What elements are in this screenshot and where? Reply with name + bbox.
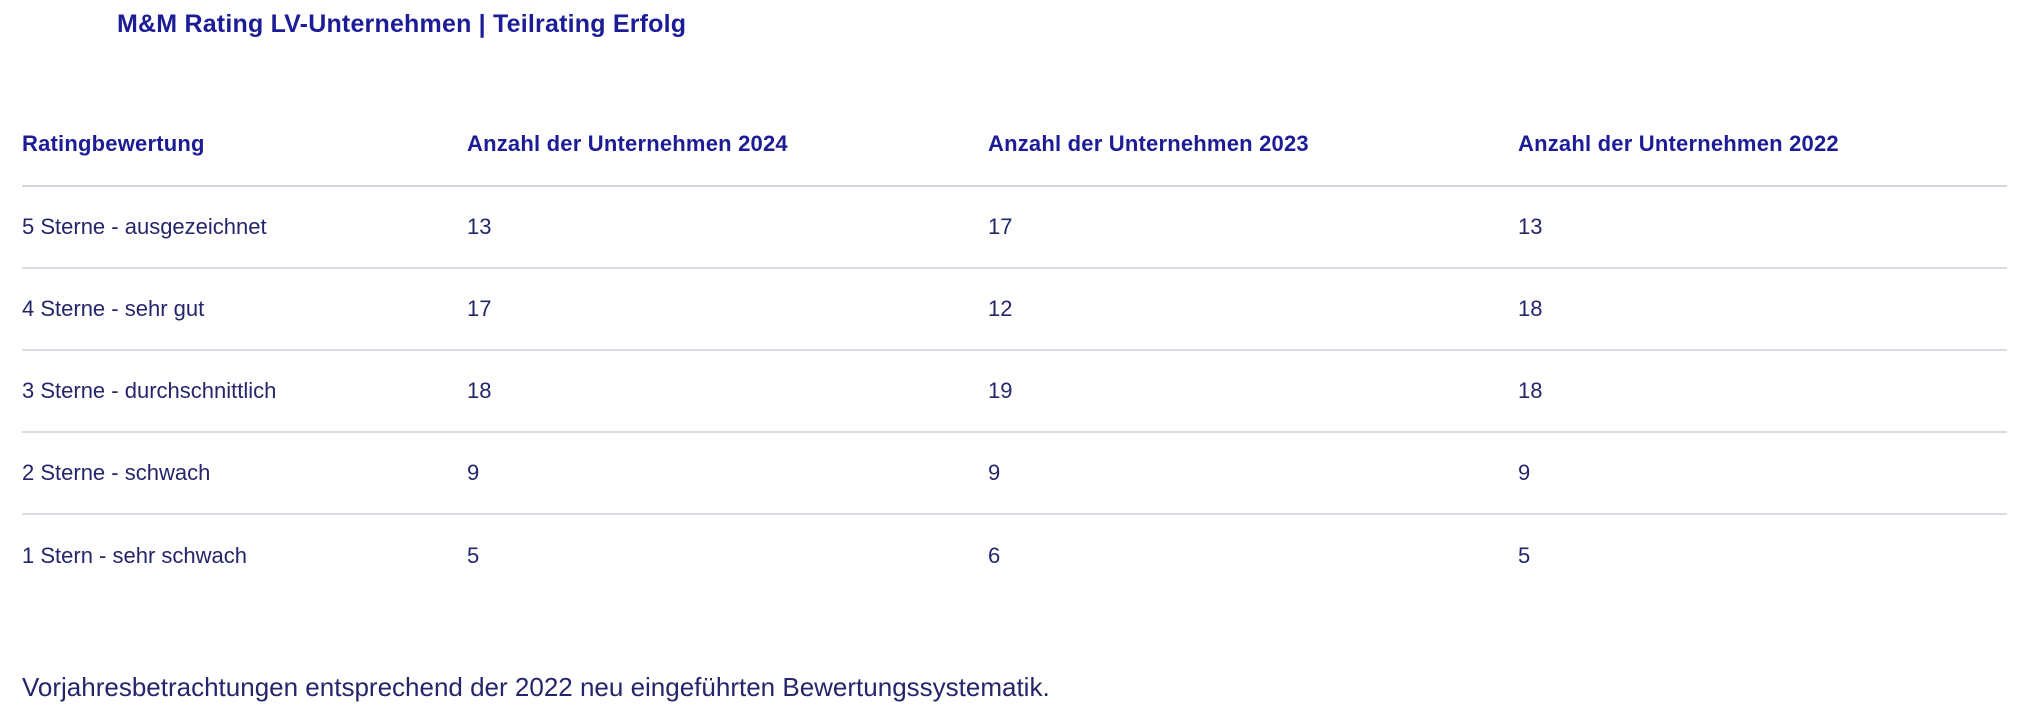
table-row: 5 Sterne - ausgezeichnet 13 17 13 [22, 186, 2007, 269]
footnote: Vorjahresbetrachtungen entsprechend der … [22, 672, 1050, 702]
column-header-anzahl-2023: Anzahl der Unternehmen 2023 [988, 102, 1518, 187]
value-2023: 9 [988, 432, 1518, 515]
table-row: 2 Sterne - schwach 9 9 9 [22, 432, 2007, 515]
value-2024: 18 [467, 350, 988, 433]
value-2022: 13 [1518, 186, 2007, 269]
table-header-row: Ratingbewertung Anzahl der Unternehmen 2… [22, 102, 2007, 187]
value-2024: 5 [467, 542, 480, 568]
table-row: 4 Sterne - sehr gut 17 12 18 [22, 268, 2007, 351]
column-header-ratingbewertung: Ratingbewertung [22, 102, 467, 187]
value-2024: 9 [467, 432, 988, 515]
rating-label: 2 Sterne - schwach [22, 432, 467, 515]
column-header-anzahl-2022: Anzahl der Unternehmen 2022 [1518, 102, 2007, 187]
value-2024: 17 [467, 268, 988, 351]
value-2022: 5 [1518, 542, 1531, 568]
value-2022: 9 [1518, 432, 2007, 515]
rating-label: 5 Sterne - ausgezeichnet [22, 186, 467, 269]
value-2022: 18 [1518, 350, 2007, 433]
table-row: 3 Sterne - durchschnittlich 18 19 18 [22, 350, 2007, 433]
rating-table: Ratingbewertung Anzahl der Unternehmen 2… [22, 102, 2007, 596]
value-2023: 6 [988, 542, 1001, 568]
rating-label: 3 Sterne - durchschnittlich [22, 350, 467, 433]
page-title: M&M Rating LV-Unternehmen | Teilrating E… [117, 10, 687, 38]
table-row: 1 Stern - sehr schwach 5 6 5 [22, 514, 2007, 596]
value-2023: 17 [988, 186, 1518, 269]
column-header-anzahl-2024: Anzahl der Unternehmen 2024 [467, 102, 988, 187]
value-2024: 13 [467, 186, 988, 269]
rating-label: 4 Sterne - sehr gut [22, 268, 467, 351]
value-2023: 12 [988, 268, 1518, 351]
value-2023: 19 [988, 350, 1518, 433]
rating-label: 1 Stern - sehr schwach [22, 542, 247, 568]
value-2022: 18 [1518, 268, 2007, 351]
